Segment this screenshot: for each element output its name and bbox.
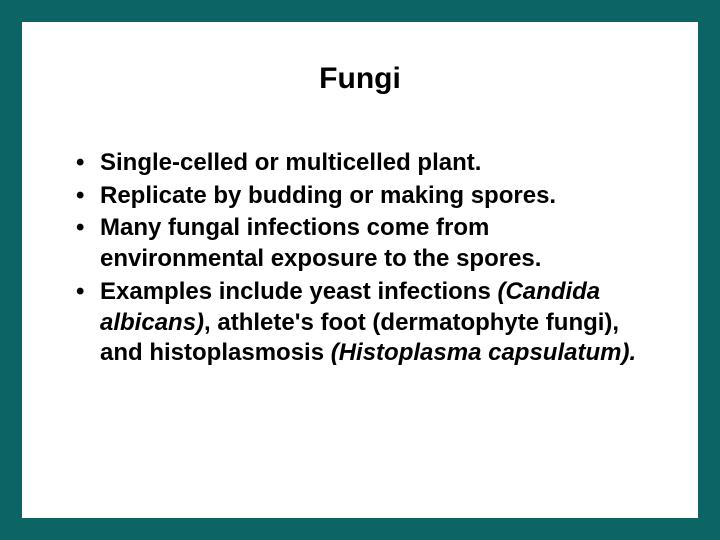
bullet-item: Single-celled or multicelled plant.: [70, 148, 650, 179]
body-text: Examples include yeast infections: [100, 278, 497, 305]
bullet-list: Single-celled or multicelled plant. Repl…: [70, 148, 650, 369]
bullet-item: Replicate by budding or making spores.: [70, 181, 650, 212]
slide-container: Fungi Single-celled or multicelled plant…: [22, 22, 698, 518]
slide-title: Fungi: [70, 62, 650, 96]
bullet-item: Examples include yeast infections (Candi…: [70, 277, 650, 369]
bullet-item: Many fungal infections come from environ…: [70, 213, 650, 274]
italic-text: (Histoplasma capsulatum).: [331, 339, 636, 366]
